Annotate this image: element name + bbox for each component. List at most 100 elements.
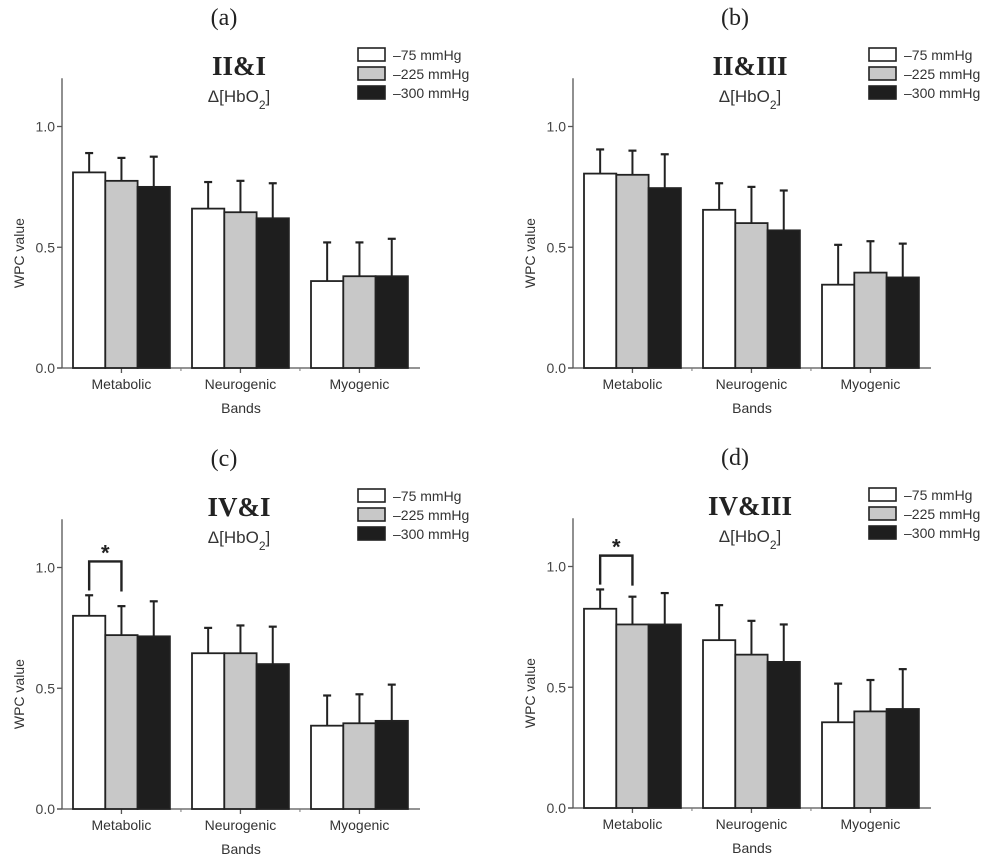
bar [615, 623, 650, 809]
y-axis-title: WPC value [11, 218, 27, 288]
legend-swatch [357, 526, 386, 541]
legend-label: –75 mmHg [393, 488, 461, 504]
chart-title: IV&I [207, 492, 270, 522]
chart-subtitle: Δ[HbO2] [719, 527, 781, 552]
bar [342, 275, 377, 369]
legend-swatch [357, 47, 386, 62]
chart-subtitle: Δ[HbO2] [208, 528, 270, 553]
chart-panel-d: (d) IV&III Δ[HbO2] –75 mmHg –225 mmHg –300 mm… [522, 445, 980, 856]
legend-swatch [868, 85, 897, 100]
bar [821, 721, 856, 809]
bar [223, 211, 258, 369]
x-tick-label: Myogenic [840, 376, 900, 392]
y-tick-label: 0.0 [36, 360, 56, 376]
x-axis-title: Bands [221, 841, 261, 857]
bar [615, 173, 650, 369]
bar [136, 635, 171, 810]
chart-panel-c: (c) IV&I Δ[HbO2] –75 mmHg –225 mmHg –300 mmHg… [11, 446, 469, 857]
bar [191, 652, 226, 810]
bar [255, 217, 290, 369]
bar [72, 171, 107, 369]
y-tick-label: 0.0 [36, 801, 56, 817]
bar [647, 187, 682, 369]
legend-label: –300 mmHg [393, 85, 469, 101]
bar [72, 614, 107, 810]
bar [310, 724, 345, 810]
legend-swatch [868, 525, 897, 540]
y-tick-label: 1.0 [36, 119, 56, 135]
y-tick-label: 0.5 [36, 239, 56, 255]
legend-label: –300 mmHg [904, 525, 980, 541]
bar [191, 207, 226, 369]
legend-label: –225 mmHg [393, 507, 469, 523]
legend-swatch [868, 66, 897, 81]
x-tick-label: Metabolic [602, 816, 662, 832]
legend-swatch [868, 47, 897, 62]
x-axis-title: Bands [732, 840, 772, 856]
bar [104, 634, 139, 810]
y-tick-label: 1.0 [547, 119, 567, 135]
bar [766, 660, 801, 809]
chart-subtitle: Δ[HbO2] [719, 87, 781, 112]
panel-label: (a) [211, 5, 238, 31]
legend-label: –300 mmHg [393, 526, 469, 542]
bar [821, 283, 856, 369]
chart-subtitle: Δ[HbO2] [208, 87, 270, 112]
legend-label: –225 mmHg [393, 66, 469, 82]
legend-swatch [357, 66, 386, 81]
x-axis-title: Bands [221, 400, 261, 416]
x-tick-label: Myogenic [329, 376, 389, 392]
legend-label: –225 mmHg [904, 66, 980, 82]
x-axis-title: Bands [732, 400, 772, 416]
bar [766, 229, 801, 369]
chart-title: IV&III [708, 491, 792, 521]
legend-label: –75 mmHg [904, 487, 972, 503]
legend-label: –75 mmHg [904, 47, 972, 63]
legend-swatch [357, 85, 386, 100]
bar [136, 185, 171, 369]
x-tick-label: Myogenic [329, 817, 389, 833]
x-tick-label: Neurogenic [205, 376, 277, 392]
x-tick-label: Myogenic [840, 816, 900, 832]
bar [853, 710, 888, 809]
legend-label: –300 mmHg [904, 85, 980, 101]
bar [647, 623, 682, 809]
legend-label: –75 mmHg [393, 47, 461, 63]
legend-swatch [868, 506, 897, 521]
bar [104, 179, 139, 369]
panel-label: (c) [211, 446, 238, 472]
y-tick-label: 0.0 [547, 360, 567, 376]
bar [583, 172, 618, 369]
bar [374, 275, 409, 369]
bar [885, 708, 920, 809]
bar [342, 722, 377, 810]
significance-star: * [101, 540, 110, 565]
significance-star: * [612, 535, 621, 560]
y-axis-title: WPC value [522, 658, 538, 728]
bar [702, 639, 737, 809]
bar [583, 607, 618, 809]
x-tick-label: Neurogenic [205, 817, 277, 833]
bar [734, 653, 769, 809]
chart-panel-a: (a) II&I Δ[HbO2] –75 mmHg –225 mmHg –300 mmHg… [11, 5, 469, 416]
legend-swatch [357, 488, 386, 503]
y-tick-label: 1.0 [36, 560, 56, 576]
significance-bracket [598, 554, 634, 586]
y-tick-label: 0.5 [547, 239, 567, 255]
bar [374, 719, 409, 810]
chart-title: II&I [212, 51, 266, 81]
x-tick-label: Metabolic [91, 817, 151, 833]
chart-panel-b: (b) II&III Δ[HbO2] –75 mmHg –225 mmHg –300 mm… [522, 5, 980, 416]
panel-label: (b) [721, 5, 749, 31]
x-tick-label: Neurogenic [716, 816, 788, 832]
bar [223, 652, 258, 810]
legend-swatch [868, 487, 897, 502]
x-tick-label: Neurogenic [716, 376, 788, 392]
bar [702, 208, 737, 369]
x-tick-label: Metabolic [602, 376, 662, 392]
panel-label: (d) [721, 445, 749, 471]
x-tick-label: Metabolic [91, 376, 151, 392]
y-tick-label: 0.5 [547, 679, 567, 695]
y-tick-label: 1.0 [547, 559, 567, 575]
